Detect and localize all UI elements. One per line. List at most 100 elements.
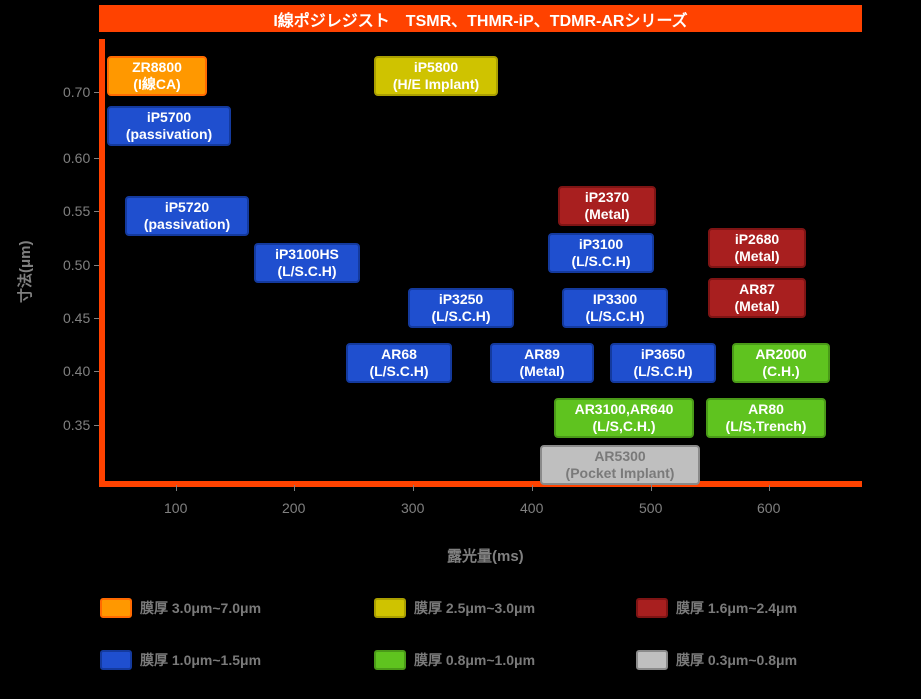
product-name: iP5720 (165, 199, 209, 216)
y-axis-label: 寸法(μm) (14, 240, 35, 303)
legend-label: 膜厚 1.6μm~2.4μm (676, 598, 797, 618)
product-node: AR89(Metal) (490, 343, 594, 383)
product-name: AR87 (739, 281, 775, 298)
product-name: iP3100HS (275, 246, 339, 263)
x-axis-line (99, 481, 862, 487)
product-desc: (Metal) (734, 248, 779, 265)
x-tick-mark (651, 485, 652, 491)
product-desc: (passivation) (144, 216, 230, 233)
product-desc: (Metal) (584, 206, 629, 223)
x-tick-label: 200 (282, 500, 305, 516)
product-desc: (L/S,Trench) (726, 418, 807, 435)
product-node: iP2370(Metal) (558, 186, 656, 226)
legend-swatch (636, 650, 668, 670)
y-tick-mark (94, 425, 99, 426)
product-node: iP2680(Metal) (708, 228, 806, 268)
y-axis-line (99, 39, 105, 487)
y-tick-label: 0.55 (63, 203, 90, 219)
x-tick-label: 100 (164, 500, 187, 516)
product-node: AR68(L/S.C.H) (346, 343, 452, 383)
product-node: AR2000(C.H.) (732, 343, 830, 383)
y-tick-label: 0.45 (63, 310, 90, 326)
product-node: iP5720(passivation) (125, 196, 249, 236)
product-desc: (L/S.C.H) (277, 263, 336, 280)
product-desc: (L/S,C.H.) (593, 418, 656, 435)
legend-swatch (374, 650, 406, 670)
y-tick-mark (94, 265, 99, 266)
y-tick-mark (94, 158, 99, 159)
product-desc: (L/S.C.H) (633, 363, 692, 380)
product-node: iP3100HS(L/S.C.H) (254, 243, 360, 283)
product-name: AR3100,AR640 (575, 401, 674, 418)
legend-swatch (100, 598, 132, 618)
product-name: AR68 (381, 346, 417, 363)
legend-label: 膜厚 2.5μm~3.0μm (414, 598, 535, 618)
y-tick-label: 0.70 (63, 84, 90, 100)
x-tick-label: 400 (520, 500, 543, 516)
product-desc: (L/S.C.H) (369, 363, 428, 380)
x-axis-label: 露光量(ms) (447, 545, 524, 566)
product-name: iP2370 (585, 189, 629, 206)
y-tick-label: 0.40 (63, 363, 90, 379)
y-tick-mark (94, 318, 99, 319)
y-tick-label: 0.50 (63, 257, 90, 273)
x-tick-mark (532, 485, 533, 491)
product-desc: (I線CA) (133, 76, 180, 93)
legend-swatch (374, 598, 406, 618)
product-node: ZR8800(I線CA) (107, 56, 207, 96)
product-desc: (Metal) (734, 298, 779, 315)
x-tick-mark (413, 485, 414, 491)
legend-item: 膜厚 3.0μm~7.0μm (100, 598, 261, 618)
product-node: iP3100(L/S.C.H) (548, 233, 654, 273)
legend-item: 膜厚 2.5μm~3.0μm (374, 598, 535, 618)
x-tick-mark (294, 485, 295, 491)
legend-item: 膜厚 1.0μm~1.5μm (100, 650, 261, 670)
product-node: AR5300(Pocket Implant) (540, 445, 700, 485)
y-tick-mark (94, 92, 99, 93)
x-tick-label: 600 (757, 500, 780, 516)
legend-label: 膜厚 0.8μm~1.0μm (414, 650, 535, 670)
product-name: iP5700 (147, 109, 191, 126)
product-name: iP3250 (439, 291, 483, 308)
y-tick-label: 0.35 (63, 417, 90, 433)
legend-item: 膜厚 0.3μm~0.8μm (636, 650, 797, 670)
y-tick-mark (94, 371, 99, 372)
x-tick-label: 300 (401, 500, 424, 516)
product-name: iP3650 (641, 346, 685, 363)
product-node: AR80(L/S,Trench) (706, 398, 826, 438)
product-name: AR2000 (755, 346, 806, 363)
product-name: iP3100 (579, 236, 623, 253)
product-node: iP3650(L/S.C.H) (610, 343, 716, 383)
legend-swatch (636, 598, 668, 618)
legend-swatch (100, 650, 132, 670)
legend-label: 膜厚 0.3μm~0.8μm (676, 650, 797, 670)
chart-title: I線ポジレジスト TSMR、THMR-iP、TDMR-ARシリーズ (99, 5, 862, 32)
product-name: IP3300 (593, 291, 637, 308)
product-name: AR89 (524, 346, 560, 363)
product-name: ZR8800 (132, 59, 182, 76)
product-node: IP3300(L/S.C.H) (562, 288, 668, 328)
y-tick-mark (94, 211, 99, 212)
product-name: AR80 (748, 401, 784, 418)
legend-item: 膜厚 1.6μm~2.4μm (636, 598, 797, 618)
legend-label: 膜厚 3.0μm~7.0μm (140, 598, 261, 618)
x-tick-label: 500 (639, 500, 662, 516)
product-node: AR87(Metal) (708, 278, 806, 318)
y-tick-label: 0.60 (63, 150, 90, 166)
product-desc: (Pocket Implant) (566, 465, 675, 482)
x-tick-mark (769, 485, 770, 491)
product-node: iP5700(passivation) (107, 106, 231, 146)
legend-label: 膜厚 1.0μm~1.5μm (140, 650, 261, 670)
product-desc: (L/S.C.H) (585, 308, 644, 325)
product-node: AR3100,AR640(L/S,C.H.) (554, 398, 694, 438)
product-desc: (C.H.) (762, 363, 799, 380)
product-node: iP3250(L/S.C.H) (408, 288, 514, 328)
product-desc: (Metal) (519, 363, 564, 380)
product-desc: (passivation) (126, 126, 212, 143)
product-desc: (H/E Implant) (393, 76, 479, 93)
product-name: iP2680 (735, 231, 779, 248)
product-node: iP5800(H/E Implant) (374, 56, 498, 96)
product-desc: (L/S.C.H) (571, 253, 630, 270)
product-desc: (L/S.C.H) (431, 308, 490, 325)
legend-item: 膜厚 0.8μm~1.0μm (374, 650, 535, 670)
